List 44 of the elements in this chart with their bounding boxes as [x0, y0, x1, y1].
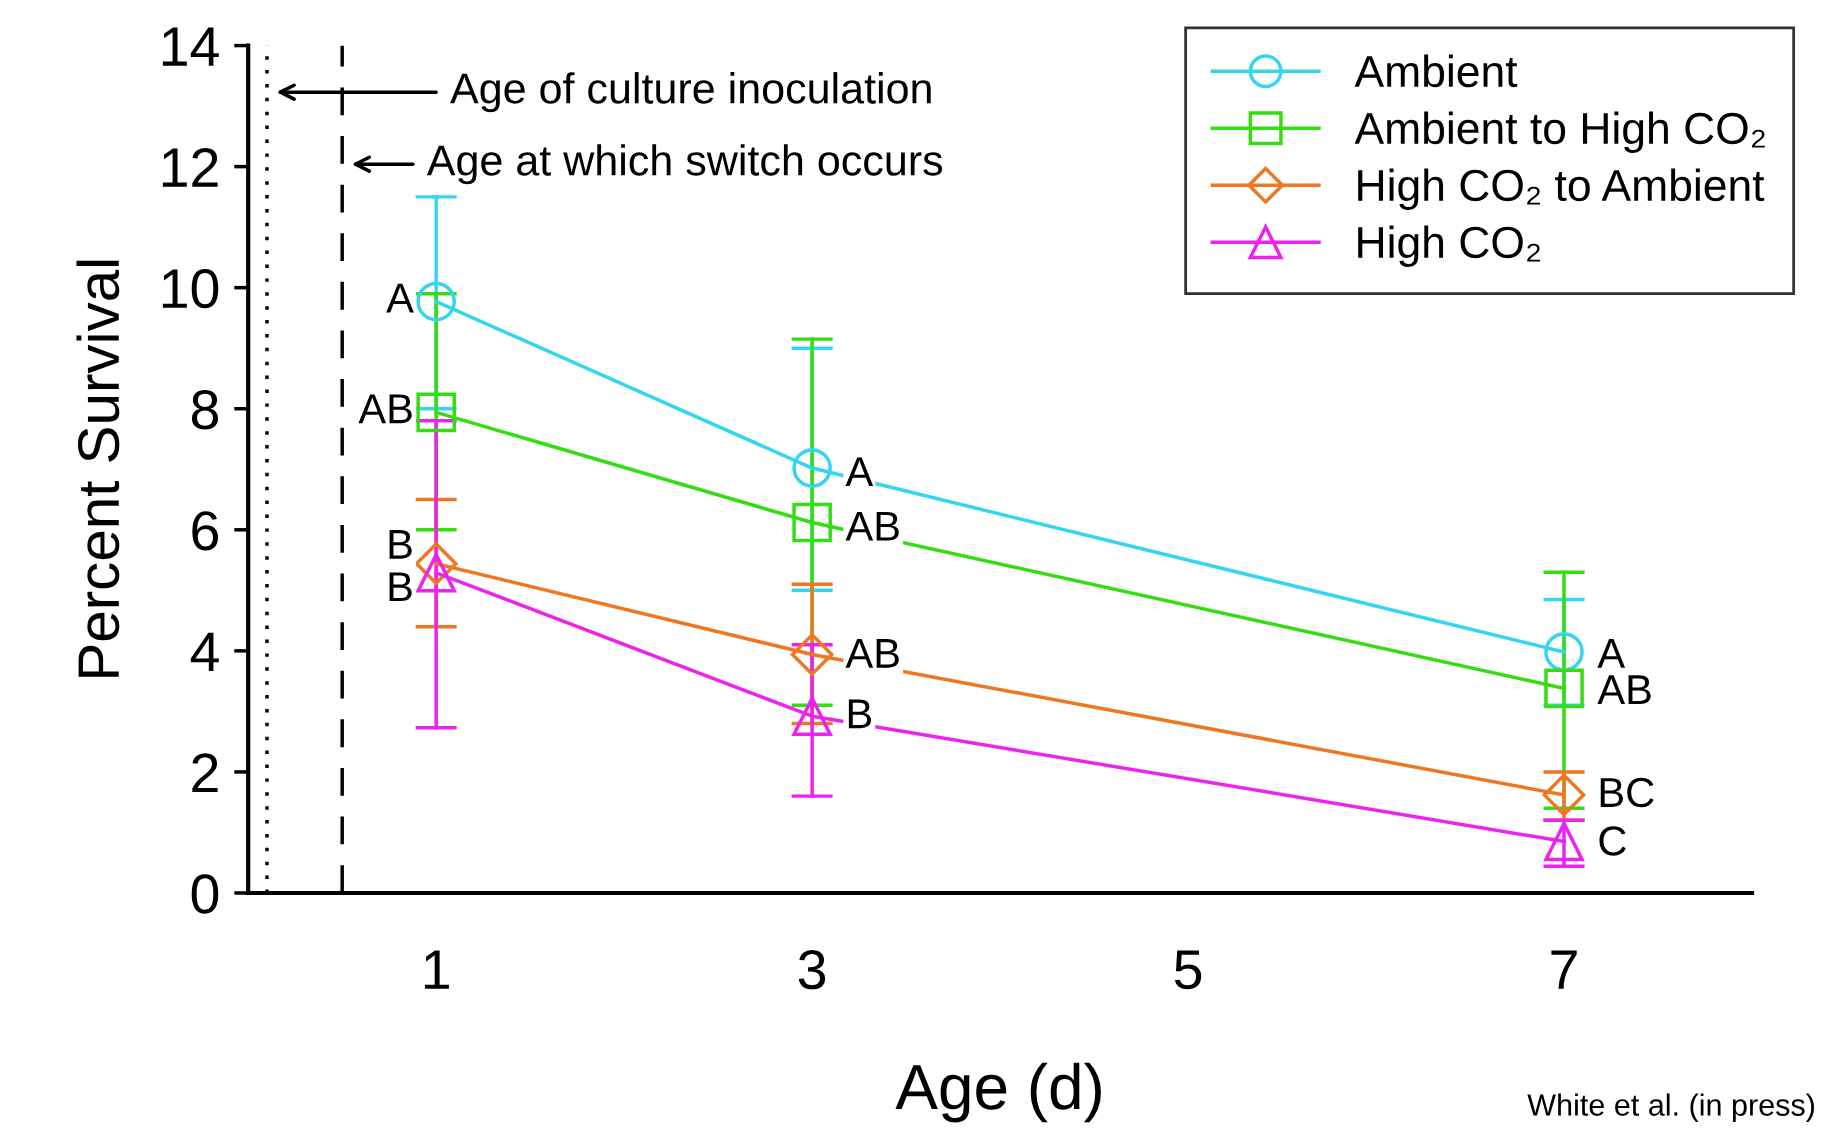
y-tick-label: 6 — [192, 511, 218, 551]
x-tick-label: 3 — [798, 950, 826, 990]
y-tick-label: 12 — [162, 147, 218, 187]
y-axis-title: Percent Survival — [76, 260, 120, 677]
annotation: AB — [1597, 675, 1651, 704]
y-tick-label: 2 — [192, 753, 218, 793]
legend-label: High CO₂ — [1358, 225, 1540, 267]
point — [416, 281, 456, 322]
point — [790, 633, 834, 676]
annotation: AB — [845, 639, 899, 668]
annotation: A — [845, 457, 874, 487]
y-tick-label: 10 — [162, 269, 219, 309]
annotation: B — [848, 699, 872, 729]
annotation: Age of culture inoculation — [450, 72, 931, 113]
point — [1542, 773, 1586, 817]
point — [1544, 668, 1584, 709]
text: White et al. (in press) — [1527, 1093, 1814, 1122]
point — [792, 448, 832, 488]
annotation: B — [389, 572, 412, 602]
y-tick-label: 14 — [162, 27, 219, 66]
x-tick-label: 7 — [1551, 950, 1577, 989]
point — [1544, 821, 1584, 862]
legend-label: High CO₂ to Ambient — [1358, 168, 1765, 210]
point — [416, 552, 456, 593]
point — [792, 696, 832, 737]
point — [792, 502, 832, 543]
legend-label: Ambient to High CO₂ — [1354, 111, 1765, 153]
annotation: B — [389, 530, 412, 559]
x-tick-label: 5 — [1174, 950, 1202, 990]
y-tick-label: 0 — [191, 874, 219, 914]
annotation: A — [386, 283, 414, 313]
annotation: A — [1597, 639, 1626, 668]
annotation: C — [1599, 826, 1626, 856]
legend-label: Ambient — [1354, 54, 1518, 88]
ref-line-label: Age at which switch occurs — [426, 144, 943, 185]
point — [416, 392, 456, 433]
y-tick-label: 8 — [191, 390, 219, 430]
annotation: AB — [845, 511, 899, 541]
x-tick-label: 1 — [424, 950, 449, 989]
annotation: AB — [358, 394, 412, 424]
x-axis-title: Age (d) — [895, 1062, 1101, 1123]
point — [414, 542, 458, 586]
annotation: BC — [1600, 777, 1654, 808]
y-tick-label: 4 — [190, 632, 219, 671]
